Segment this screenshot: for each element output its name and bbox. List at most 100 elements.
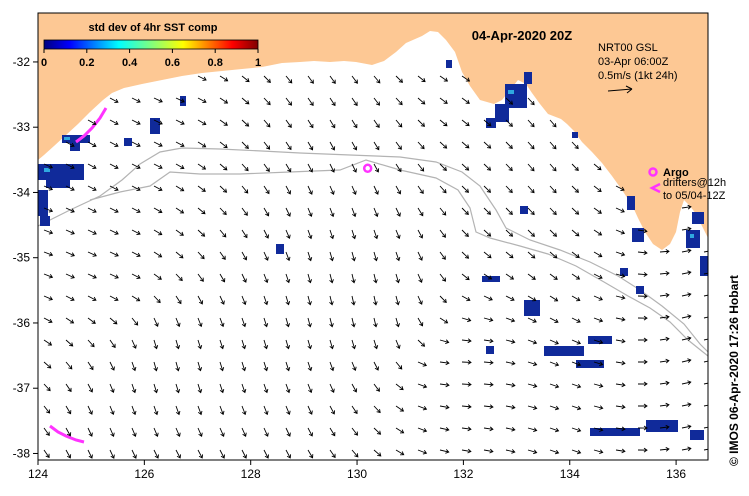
current-arrow xyxy=(505,97,514,105)
current-arrow xyxy=(483,338,494,344)
current-arrow xyxy=(703,448,708,451)
current-arrow xyxy=(307,185,313,195)
current-arrow xyxy=(175,185,185,192)
current-arrow xyxy=(571,163,579,172)
y-tick-label: -38 xyxy=(13,446,31,460)
colorbar-tick-label: 1 xyxy=(255,57,261,69)
current-arrow xyxy=(527,273,536,280)
current-arrow xyxy=(461,273,470,281)
current-arrow xyxy=(373,383,380,392)
current-arrow xyxy=(329,75,336,84)
current-arrow xyxy=(351,119,358,129)
current-arrow xyxy=(527,339,538,345)
current-arrow xyxy=(439,404,450,410)
current-arrow xyxy=(197,229,206,237)
current-arrow xyxy=(285,207,291,217)
current-arrow xyxy=(219,427,225,437)
current-arrow xyxy=(241,207,248,216)
current-arrow xyxy=(615,426,626,432)
current-arrow xyxy=(175,295,182,305)
current-arrow xyxy=(241,75,250,83)
current-arrow xyxy=(351,361,357,372)
current-arrow xyxy=(461,317,472,323)
current-arrow xyxy=(263,119,271,128)
current-arrow xyxy=(43,339,53,346)
current-arrow xyxy=(175,163,185,170)
current-arrow xyxy=(395,427,405,434)
current-arrow xyxy=(153,317,159,327)
current-arrow xyxy=(483,185,492,193)
current-arrow xyxy=(505,404,516,410)
y-axis: -32 -33 -34 -35 -36 -37 -38 xyxy=(13,55,38,460)
current-arrow xyxy=(439,229,446,238)
current-arrow xyxy=(87,119,97,126)
current-arrow xyxy=(549,251,558,259)
current-arrow xyxy=(87,361,94,371)
current-arrow xyxy=(307,163,314,173)
current-arrow xyxy=(285,119,292,128)
colorbar-tick-label: 0.6 xyxy=(165,57,180,69)
current-arrow xyxy=(637,425,648,431)
colorbar: std dev of 4hr SST comp 0 0.2 0.4 0.6 0.8 1 xyxy=(41,22,261,69)
current-arrow xyxy=(483,360,494,365)
current-arrow xyxy=(263,339,269,350)
current-arrow xyxy=(351,383,358,393)
current-arrow xyxy=(681,314,692,319)
current-arrow xyxy=(329,251,335,262)
current-arrow xyxy=(263,97,271,106)
current-arrow xyxy=(197,295,204,305)
current-arrow xyxy=(175,97,185,103)
current-arrow xyxy=(593,273,603,279)
current-arrow xyxy=(43,185,54,191)
current-arrow xyxy=(43,317,53,324)
current-arrow xyxy=(65,295,75,301)
current-arrow xyxy=(461,381,472,387)
current-arrow xyxy=(417,383,428,389)
x-tick-label: 132 xyxy=(453,467,473,481)
current-arrow xyxy=(417,339,426,347)
current-arrow xyxy=(505,207,513,215)
current-arrow xyxy=(505,449,516,454)
current-arrow xyxy=(461,97,470,104)
current-arrow xyxy=(285,339,291,350)
current-arrow xyxy=(153,383,159,394)
current-arrow xyxy=(87,229,97,235)
current-arrow xyxy=(109,383,115,394)
current-arrow xyxy=(241,383,247,394)
current-arrow xyxy=(131,339,137,349)
current-arrow xyxy=(703,338,708,341)
current-arrow xyxy=(109,163,119,170)
current-arrow xyxy=(439,97,448,104)
current-arrow xyxy=(637,337,648,343)
current-arrow xyxy=(527,317,537,323)
current-arrow xyxy=(439,449,450,454)
current-arrow xyxy=(153,449,159,459)
current-arrow xyxy=(263,427,269,437)
legend-drifter-icon xyxy=(649,182,661,194)
current-arrow xyxy=(549,141,557,150)
current-arrow xyxy=(219,119,228,126)
current-arrow xyxy=(505,360,516,366)
current-arrow xyxy=(505,251,514,259)
current-arrow xyxy=(43,427,50,436)
current-arrow xyxy=(395,185,402,195)
current-arrow xyxy=(659,314,670,320)
current-arrow xyxy=(219,449,225,459)
legend-argo-icon xyxy=(648,167,658,177)
current-arrow xyxy=(395,383,404,391)
current-arrow xyxy=(527,383,538,388)
current-arrow xyxy=(461,163,470,171)
current-arrow xyxy=(571,229,580,237)
current-arrow xyxy=(703,294,708,297)
current-arrow xyxy=(681,424,692,430)
current-arrow xyxy=(197,207,206,215)
current-arrow xyxy=(373,339,379,350)
current-arrow xyxy=(219,361,225,372)
current-arrow xyxy=(65,361,73,370)
current-arrow xyxy=(549,449,560,455)
current-arrow xyxy=(307,449,314,459)
current-arrow xyxy=(593,295,603,301)
current-arrow xyxy=(527,207,535,216)
current-arrow xyxy=(65,427,72,437)
current-arrow xyxy=(417,251,423,261)
